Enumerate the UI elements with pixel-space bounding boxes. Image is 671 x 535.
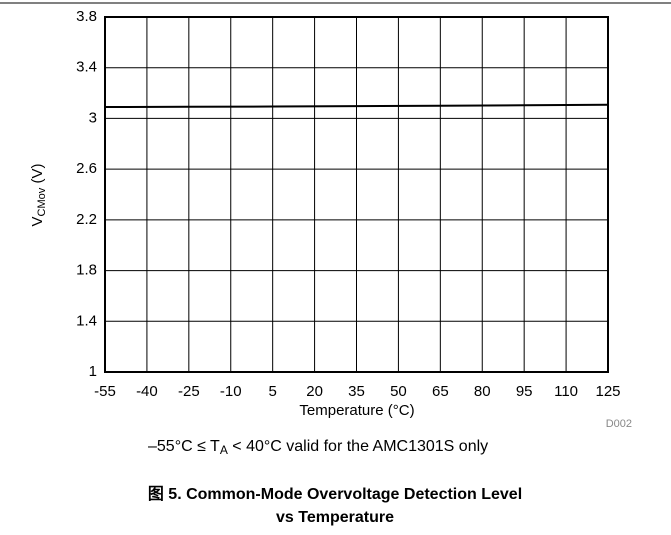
y-label-sub: CMov	[36, 187, 48, 216]
x-tick-label: 50	[390, 383, 407, 400]
x-tick-label: -25	[178, 383, 200, 400]
x-tick-label: 95	[516, 383, 533, 400]
caption-line: vs Temperature	[276, 509, 394, 526]
x-tick-label: -10	[220, 383, 242, 400]
x-axis-label: Temperature (°C)	[299, 402, 414, 419]
code-label: D002	[606, 418, 632, 430]
x-tick-label: 65	[432, 383, 449, 400]
x-tick-label: -55	[94, 383, 116, 400]
caption-line: 图 5. Common-Mode Overvoltage Detection L…	[148, 485, 522, 503]
note: –55°C ≤ TA < 40°C valid for the AMC1301S…	[148, 438, 488, 457]
y-tick-label: 3.4	[76, 59, 97, 76]
x-tick-label: -40	[136, 383, 158, 400]
y-tick-label: 1	[89, 363, 97, 380]
note-after: < 40°C valid for the AMC1301S only	[228, 438, 488, 455]
y-tick-label: 1.4	[76, 312, 97, 329]
x-tick-label: 20	[306, 383, 323, 400]
plot-frame	[104, 16, 609, 373]
y-label-rest: (V)	[29, 164, 46, 188]
note-before: –55°C ≤ T	[148, 438, 220, 455]
data-line	[104, 103, 609, 109]
y-tick-label: 3	[89, 109, 97, 126]
y-axis-label: VCMov (V)	[29, 164, 48, 227]
note-sub: A	[220, 443, 228, 457]
y-tick-label: 2.2	[76, 211, 97, 228]
x-tick-label: 35	[348, 383, 365, 400]
y-tick-label: 2.6	[76, 160, 97, 177]
x-tick-label: 5	[268, 383, 276, 400]
y-label-main: V	[29, 216, 46, 226]
x-tick-label: 125	[595, 383, 620, 400]
x-tick-label: 110	[554, 383, 578, 400]
y-tick-label: 3.8	[76, 8, 97, 25]
y-tick-label: 1.8	[76, 262, 97, 279]
x-tick-label: 80	[474, 383, 491, 400]
